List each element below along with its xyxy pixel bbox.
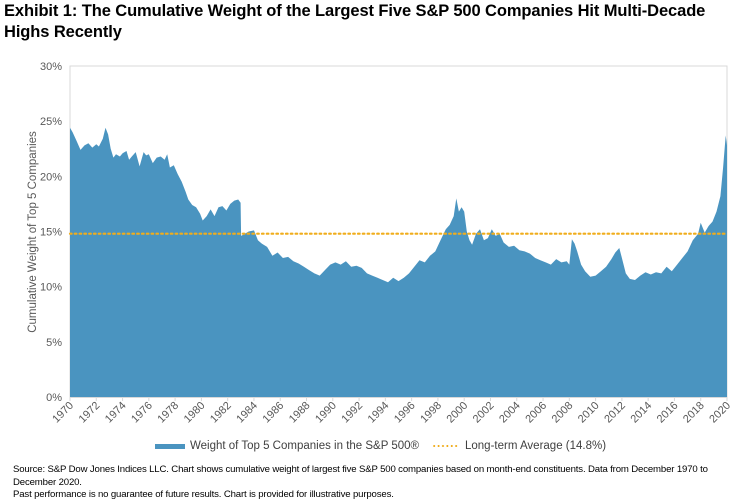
- x-tick-label: 1982: [208, 400, 234, 426]
- x-tick-label: 1984: [234, 400, 260, 426]
- x-tick-label: 2002: [471, 400, 497, 426]
- x-tick-label: 2000: [445, 400, 471, 426]
- legend-dotted-line-swatch: [432, 445, 458, 447]
- x-tick-label: 2016: [655, 400, 681, 426]
- x-tick-label: 2014: [628, 400, 654, 426]
- x-tick-label: 1990: [313, 400, 339, 426]
- x-tick-label: 2018: [681, 400, 707, 426]
- legend-item-average: Long-term Average (14.8%): [432, 438, 606, 454]
- source-footnote: Source: S&P Dow Jones Indices LLC. Chart…: [13, 464, 748, 502]
- x-tick-label: 2020: [707, 400, 733, 426]
- x-tick-label: 1994: [366, 400, 392, 426]
- legend-series-label: Weight of Top 5 Companies in the S&P 500…: [190, 440, 420, 452]
- y-tick-label: 5%: [46, 337, 62, 349]
- x-tick-label: 2004: [497, 400, 523, 426]
- x-tick-label: 1972: [77, 400, 103, 426]
- x-tick-label: 1978: [155, 400, 181, 426]
- x-tick-label: 2010: [576, 400, 602, 426]
- x-tick-label: 1974: [103, 400, 129, 426]
- footnote-line-1: Source: S&P Dow Jones Indices LLC. Chart…: [13, 464, 708, 488]
- legend-item-series: Weight of Top 5 Companies in the S&P 500…: [155, 438, 419, 454]
- x-tick-label: 1986: [261, 400, 287, 426]
- x-tick-label: 2006: [523, 400, 549, 426]
- x-tick-label: 1998: [418, 400, 444, 426]
- x-tick-label: 2012: [602, 400, 628, 426]
- x-tick-label: 2008: [550, 400, 576, 426]
- x-tick-label: 1980: [182, 400, 208, 426]
- area-series-top5-weight: [70, 127, 727, 398]
- x-tick-label: 1988: [287, 400, 313, 426]
- legend-average-label: Long-term Average (14.8%): [465, 440, 607, 452]
- y-tick-label: 20%: [40, 171, 62, 183]
- y-axis-label: Cumulative Weight of Top 5 Companies: [27, 131, 39, 333]
- chart-title: Exhibit 1: The Cumulative Weight of the …: [4, 2, 706, 41]
- y-tick-label: 10%: [40, 282, 62, 294]
- legend-area-swatch: [155, 443, 185, 449]
- y-tick-label: 15%: [40, 227, 62, 239]
- footnote-line-2: Past performance is no guarantee of futu…: [13, 489, 394, 500]
- x-tick-label: 1992: [339, 400, 365, 426]
- y-tick-label: 25%: [40, 116, 62, 128]
- y-tick-label: 30%: [40, 61, 62, 73]
- area-chart: 0%5%10%15%20%25%30% 1970 1972 1974 1976 1978…: [27, 61, 733, 426]
- legend: Weight of Top 5 Companies in the S&P 500…: [0, 438, 748, 454]
- x-tick-label: 1996: [392, 400, 418, 426]
- y-tick-label: 0%: [46, 392, 62, 404]
- x-tick-label: 1976: [129, 400, 155, 426]
